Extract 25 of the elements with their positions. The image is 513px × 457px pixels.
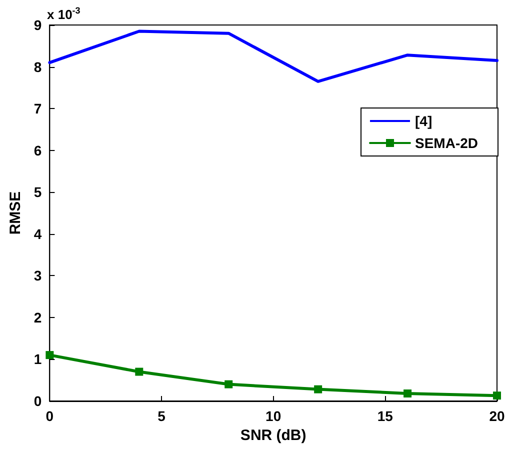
y-tick-label: 7 <box>34 100 42 117</box>
point <box>224 380 233 388</box>
y-tick-label: 5 <box>34 184 42 200</box>
point <box>135 368 144 376</box>
y-tick-label: 0 <box>34 393 42 409</box>
y-tick-label: 1 <box>34 351 42 368</box>
x-tick-label: 20 <box>489 408 505 424</box>
x-axis-title: SNR (dB) <box>240 426 306 444</box>
y-axis-title: RMSE <box>7 191 24 235</box>
legend-label: [4] <box>414 113 432 129</box>
x-tick-label: 10 <box>266 408 282 424</box>
legend-label: SEMA-2D <box>414 135 478 151</box>
y-tick-label: 8 <box>34 58 42 75</box>
x-tick-label: 0 <box>46 408 54 424</box>
y-tick-label: 6 <box>34 142 42 158</box>
y-tick-label: 9 <box>34 17 42 33</box>
x-tick-label: 5 <box>158 408 166 424</box>
point <box>46 351 54 360</box>
point <box>404 389 412 398</box>
point <box>314 385 322 394</box>
y-tick-label: 4 <box>34 226 42 242</box>
x-tick-label: 15 <box>377 408 394 424</box>
y-tick-label: 2 <box>34 309 42 326</box>
y-tick-label: 3 <box>34 268 42 284</box>
line-series <box>48 30 498 83</box>
